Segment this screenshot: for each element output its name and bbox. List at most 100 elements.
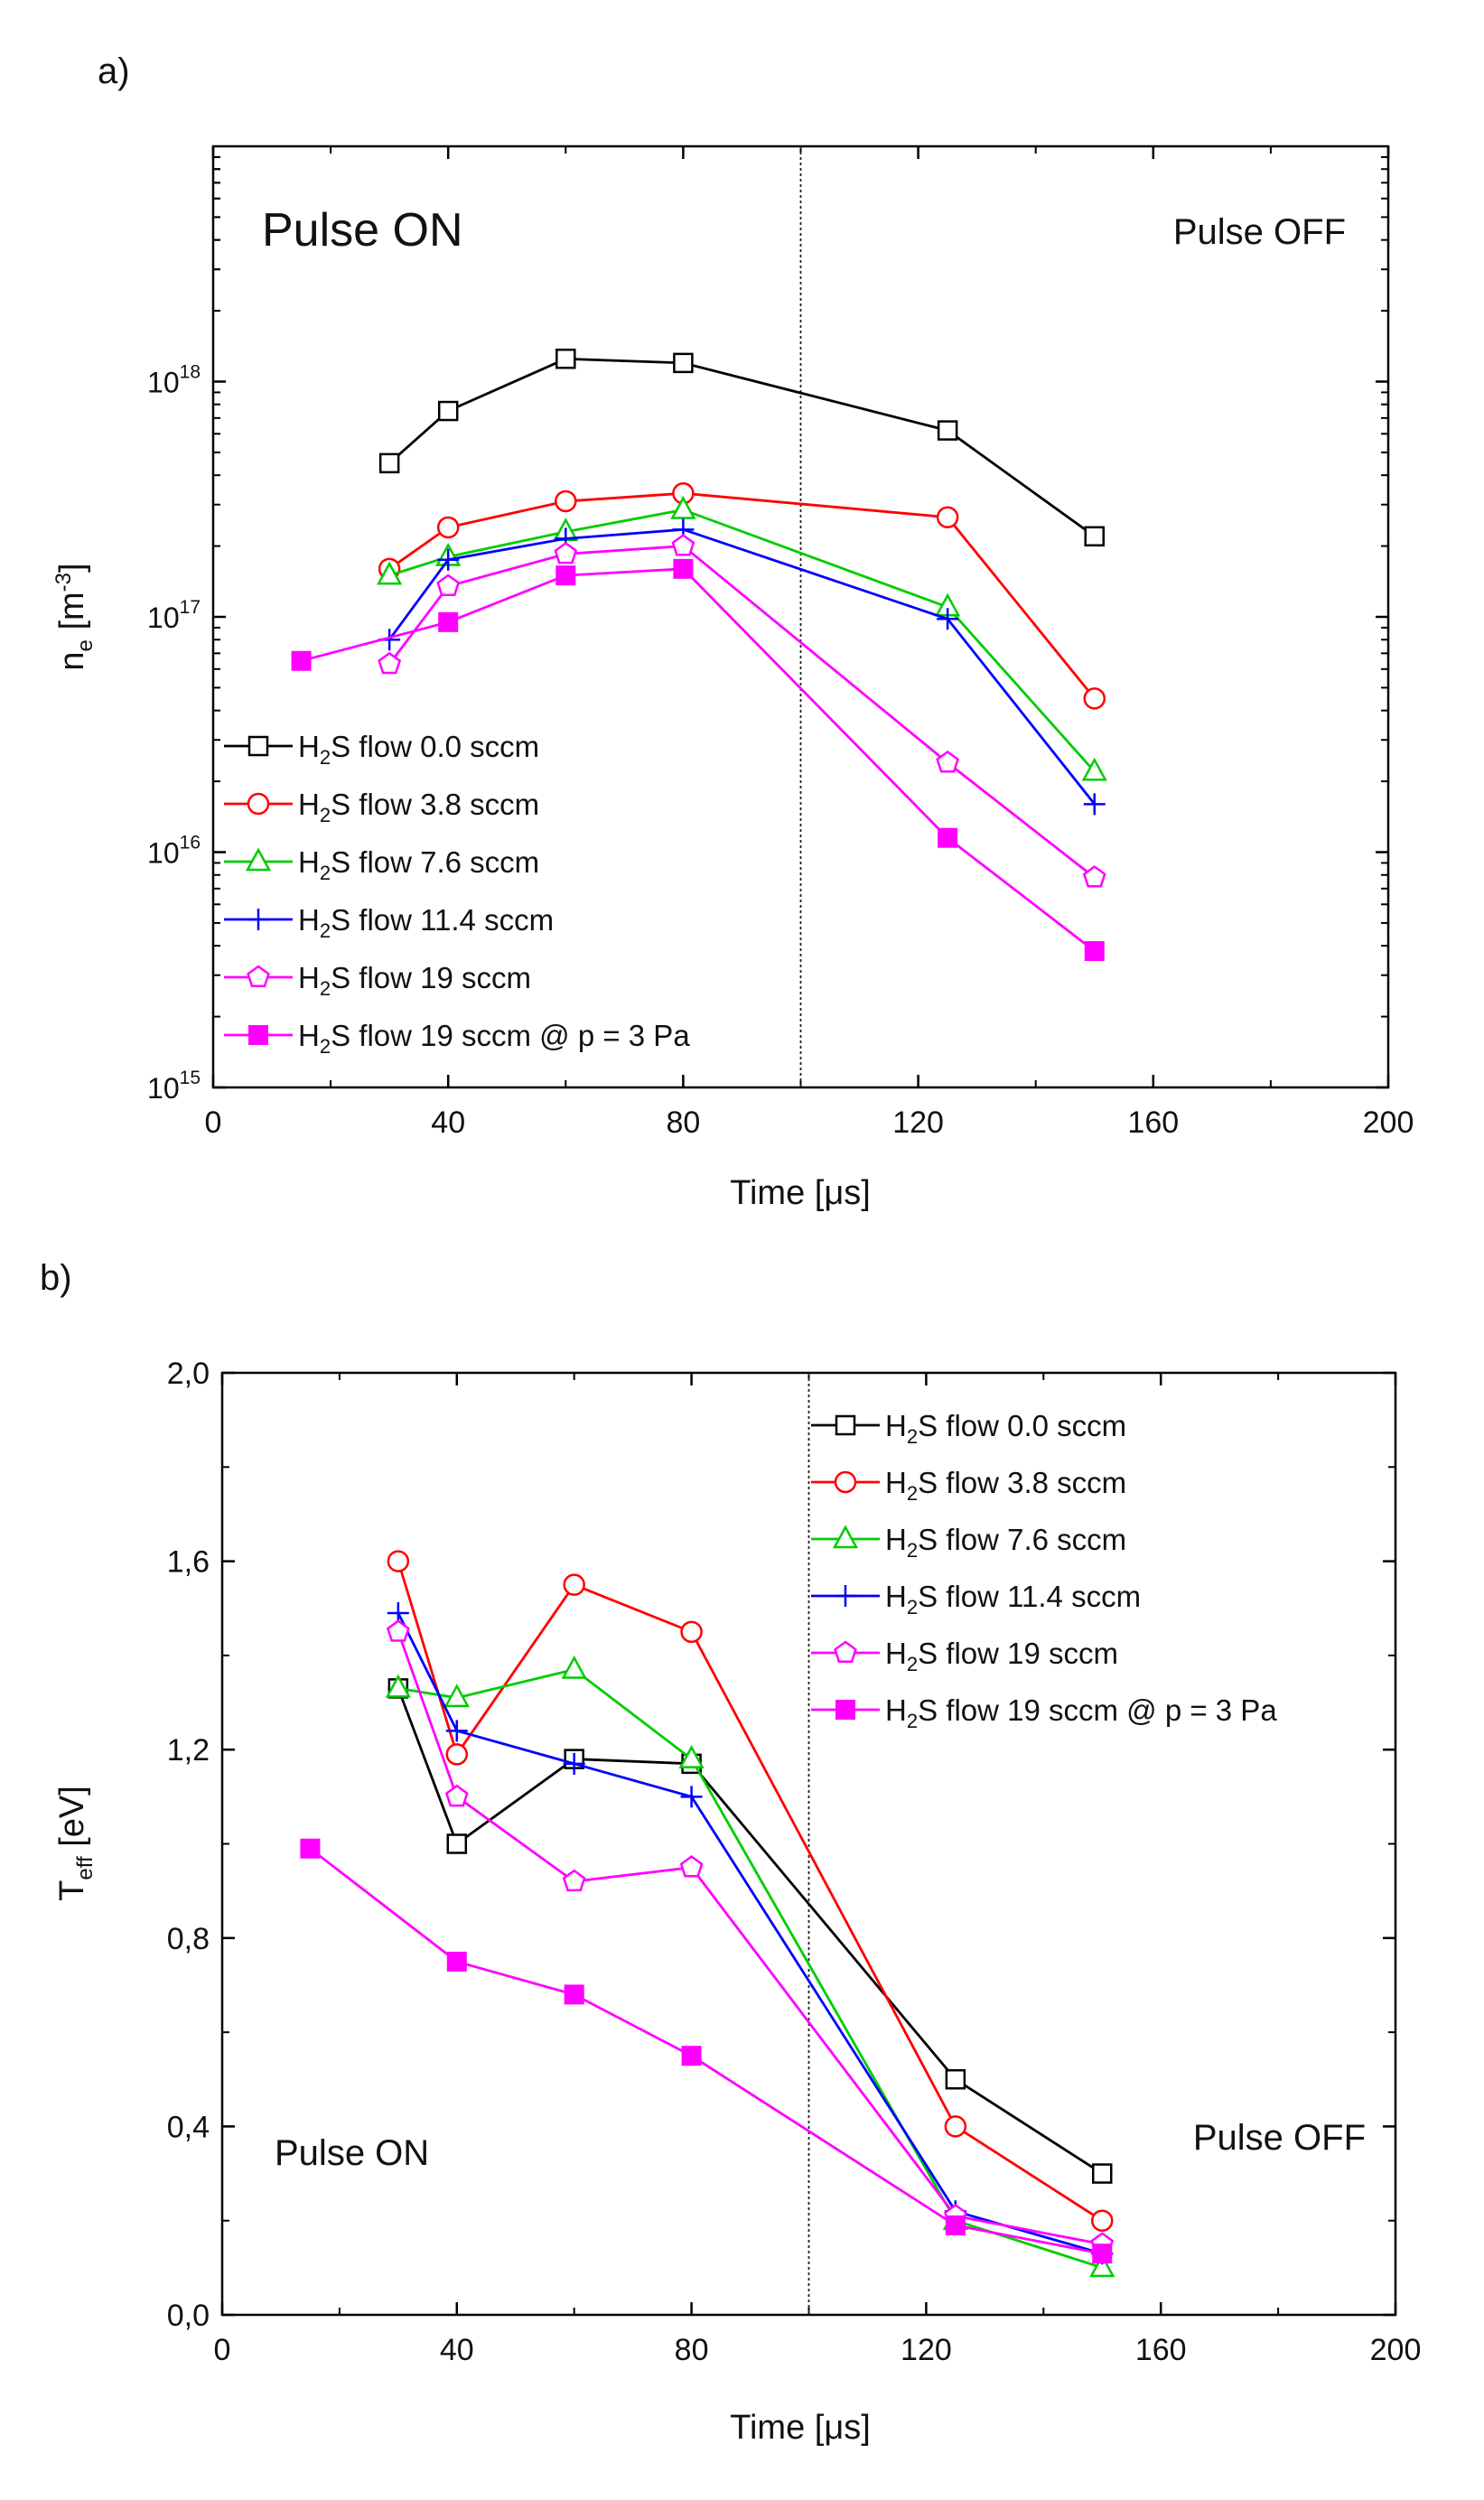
data-point (386, 1619, 410, 1642)
data-point (378, 651, 402, 675)
series-line (397, 1687, 1104, 2175)
legend-entry: H2S flow 19 sccm @ p = 3 Pa (224, 1019, 690, 1058)
legend-label-post: S flow 7.6 sccm (331, 845, 539, 879)
legend-label-post: S flow 7.6 sccm (918, 1523, 1126, 1556)
legend-label-pre: H (298, 730, 320, 763)
y-axis: 0,0 0,4 0,8 1,2 1,6 2,0 (167, 1357, 1395, 2333)
data-point (443, 1684, 470, 1708)
x-tick-label: 80 (666, 1105, 700, 1140)
legend-marker (834, 1640, 857, 1663)
y-axis-title-main: T (53, 1880, 91, 1901)
data-point (563, 1752, 585, 1775)
data-point (446, 1951, 467, 1972)
legend-entry: H2S flow 19 sccm (811, 1637, 1118, 1675)
legend-entry: H2S flow 0.0 sccm (811, 1409, 1126, 1448)
y-axis-title-subscript: eff (73, 1856, 98, 1880)
data-point (1091, 2209, 1114, 2232)
series-line (388, 357, 1096, 537)
y-tick-label: 0,8 (167, 1922, 210, 1956)
data-point (387, 1550, 410, 1572)
legend-label-post: S flow 19 sccm (918, 1637, 1118, 1670)
data-point (1082, 865, 1106, 888)
legend-label-subscript: 2 (320, 977, 331, 1000)
legend-label-pre: H (298, 903, 320, 937)
data-point (436, 574, 461, 597)
legend-label-subscript: 2 (320, 862, 331, 884)
legend-label-pre: H (885, 1637, 907, 1670)
x-axis: 0 40 80 120 160 200 (214, 1373, 1421, 2367)
x-tick-label: 160 (1135, 2333, 1187, 2367)
y-axis-title-main: n (53, 651, 91, 670)
legend-label-pre: H (298, 788, 320, 821)
legend-marker (247, 965, 270, 987)
panel-label: b) (40, 1258, 72, 1298)
data-point (1092, 2243, 1113, 2264)
legend-label-subscript: 2 (320, 804, 331, 826)
data-point (937, 608, 959, 630)
series-3 (385, 1655, 1115, 2278)
series-1 (378, 349, 1105, 547)
y-axis-title-unit: [eV] (53, 1786, 91, 1856)
data-point (1084, 940, 1105, 961)
data-point (291, 650, 312, 671)
data-point (300, 1838, 321, 1859)
legend-label: H2S flow 3.8 sccm (885, 1466, 1126, 1505)
x-tick-label: 40 (431, 1105, 465, 1140)
y-tick-exponent: 17 (180, 597, 201, 618)
legend-label-pre: H (298, 1019, 320, 1052)
data-point (445, 1743, 469, 1766)
legend-entry: H2S flow 19 sccm (224, 961, 531, 1000)
x-tick-label: 0 (205, 1105, 222, 1140)
x-tick-label: 120 (901, 2333, 952, 2367)
y-axis-title-unit-superscript: -3 (51, 573, 76, 592)
legend-label-pre: H (885, 1466, 907, 1499)
y-axis-title-unit-end: ] (53, 563, 91, 573)
legend-entry: H2S flow 0.0 sccm (224, 730, 539, 769)
y-tick-label: 1016 (147, 833, 201, 870)
legend-marker (834, 1470, 857, 1494)
data-point (436, 516, 460, 539)
legend-label-subscript: 2 (320, 919, 331, 942)
legend-marker (832, 1525, 859, 1549)
data-point (1083, 687, 1106, 710)
annotation-pulse-off: Pulse OFF (1173, 212, 1346, 252)
legend-marker (835, 1414, 856, 1436)
series-line (387, 527, 1096, 806)
legend-marker (835, 1700, 855, 1720)
series-line (397, 1561, 1104, 2222)
data-point (671, 534, 695, 556)
annotation-pulse-on: Pulse ON (262, 204, 463, 257)
series-line (397, 1612, 1103, 2255)
x-axis: 0 40 80 120 160 200 (205, 146, 1414, 1140)
legend-label: H2S flow 19 sccm (298, 961, 531, 1000)
data-point (554, 541, 578, 564)
legend-label-post: S flow 0.0 sccm (918, 1409, 1126, 1442)
legend-entry: H2S flow 3.8 sccm (811, 1466, 1126, 1505)
annotation-pulse-on: Pulse ON (275, 2133, 429, 2173)
y-tick-label: 1015 (147, 1068, 201, 1105)
data-point (555, 349, 576, 369)
data-point (678, 1745, 705, 1768)
series-4 (378, 518, 1106, 816)
series-5 (386, 1619, 1115, 2254)
legend-marker (247, 792, 270, 816)
legend-label-subscript: 2 (907, 1539, 918, 1562)
y-tick-exponent: 16 (180, 833, 201, 854)
legend-label: H2S flow 19 sccm @ p = 3 Pa (885, 1693, 1277, 1732)
legend-label-subscript: 2 (320, 1035, 331, 1058)
data-point (564, 1984, 584, 2005)
legend-label-post: S flow 11.4 sccm (918, 1580, 1141, 1613)
data-point (377, 561, 403, 585)
legend-label: H2S flow 19 sccm (885, 1637, 1118, 1675)
legend-label-post: S flow 3.8 sccm (918, 1466, 1126, 1499)
x-axis-title: Time [μs] (730, 2409, 871, 2447)
y-axis-title-subscript: e (73, 639, 98, 651)
x-tick-label: 200 (1363, 1105, 1414, 1140)
legend-entry: H2S flow 11.4 sccm (811, 1580, 1141, 1618)
data-point (385, 1674, 411, 1698)
series-6 (291, 558, 1105, 961)
legend-marker (247, 735, 269, 757)
legend-entry: H2S flow 7.6 sccm (811, 1523, 1126, 1562)
